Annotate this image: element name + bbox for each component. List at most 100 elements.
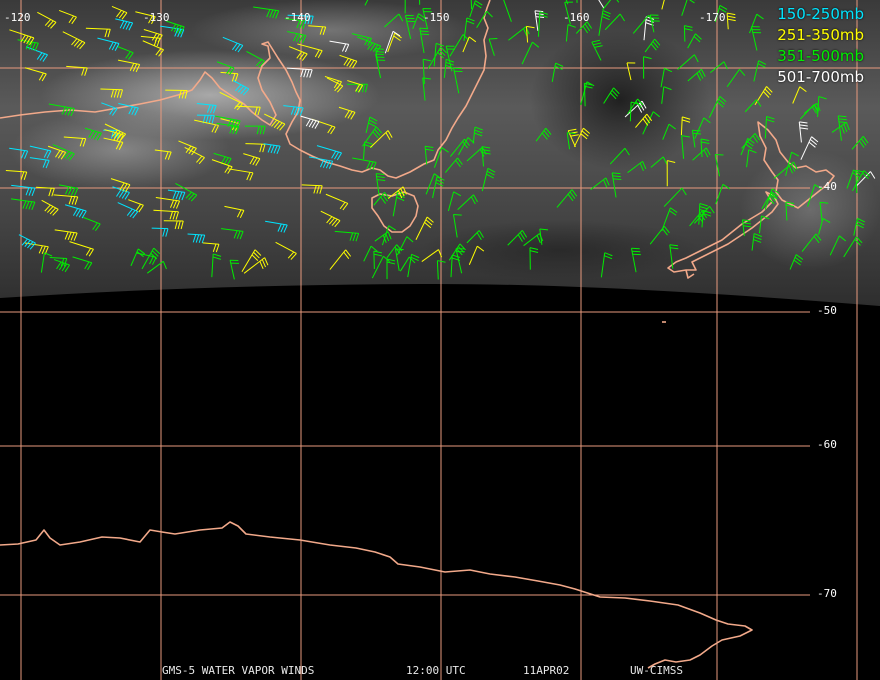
wind-barb	[415, 216, 434, 240]
wind-barb	[855, 169, 864, 194]
wind-barb	[308, 156, 334, 169]
wind-barb	[632, 14, 654, 34]
wind-barb	[264, 113, 286, 131]
wind-barb	[326, 77, 344, 93]
wind-barb	[598, 0, 605, 9]
wind-barb	[395, 248, 404, 271]
wind-barb	[365, 116, 378, 133]
wind-barb	[246, 50, 265, 68]
wind-barb	[764, 188, 780, 210]
wind-barb	[404, 0, 406, 14]
wind-barb	[798, 121, 809, 143]
wind-barb	[211, 159, 233, 174]
wind-barb	[387, 32, 402, 53]
wind-barb	[750, 26, 762, 51]
wind-barb	[751, 233, 762, 251]
wind-barb	[135, 11, 156, 25]
wind-barb	[329, 249, 352, 270]
wind-barb	[624, 100, 647, 118]
wind-barb	[661, 86, 672, 104]
wind-barb	[469, 0, 483, 18]
wind-barb	[166, 20, 185, 35]
lat-label: -70	[817, 587, 837, 600]
wind-barb	[338, 106, 356, 120]
wind-barb	[63, 136, 87, 147]
wind-barb	[529, 247, 539, 270]
wind-barb	[47, 145, 67, 160]
wind-barb	[228, 168, 254, 181]
wind-barb	[433, 147, 449, 168]
wind-barb	[404, 14, 416, 39]
wind-barb	[627, 98, 644, 115]
wind-barb	[241, 249, 262, 273]
wind-barb	[457, 194, 478, 210]
wind-barb	[463, 17, 475, 41]
wind-barb	[229, 259, 239, 280]
wind-barb	[419, 0, 421, 5]
wind-barb	[253, 6, 280, 19]
wind-barb	[422, 58, 432, 85]
wind-barb	[370, 130, 393, 148]
australia-coast	[0, 0, 491, 179]
wind-barb	[450, 254, 461, 278]
wind-barb	[661, 207, 678, 232]
wind-barb	[216, 61, 235, 76]
wind-barb	[669, 244, 679, 269]
wind-barb	[48, 103, 75, 117]
wind-barb	[575, 21, 593, 34]
wind-barb	[118, 103, 139, 116]
lon-label: -170	[699, 11, 726, 24]
wind-barb	[443, 58, 455, 78]
wind-barb	[666, 160, 676, 187]
wind-barb	[819, 201, 829, 222]
wind-barb	[851, 135, 869, 150]
wind-barb	[37, 11, 57, 29]
lat-label: -50	[817, 304, 837, 317]
wind-barb	[452, 213, 462, 238]
lon-label: -140	[284, 11, 311, 24]
legend-150-250: 150-250mb	[777, 5, 864, 23]
wind-barb	[18, 234, 36, 250]
wind-barb	[419, 27, 430, 54]
wind-barb	[300, 115, 320, 129]
wind-barb	[689, 210, 708, 227]
wind-barb	[447, 191, 462, 212]
wind-barb	[846, 169, 861, 189]
wind-barb	[681, 0, 696, 16]
wind-barb	[726, 69, 746, 88]
wind-barb	[215, 115, 241, 129]
antarctica-coast	[0, 521, 753, 669]
wind-barb	[117, 59, 141, 73]
wind-barb	[436, 260, 446, 280]
wind-barb	[466, 146, 487, 162]
wind-barb	[566, 132, 576, 150]
wind-barb	[785, 201, 795, 221]
wind-barb	[677, 54, 699, 70]
wind-barb	[222, 36, 244, 53]
wind-barb	[62, 31, 86, 50]
lon-label: -130	[143, 11, 170, 24]
wind-barb	[140, 35, 161, 47]
wind-barb	[329, 40, 350, 53]
wind-barb	[643, 56, 652, 79]
wind-barb	[424, 145, 434, 165]
wind-barb	[53, 259, 70, 273]
wind-barb	[194, 119, 219, 134]
wind-barb	[792, 86, 807, 104]
wind-barb	[53, 194, 79, 205]
wind-barb	[726, 12, 736, 30]
wind-barb	[635, 113, 653, 128]
wind-barb	[399, 256, 416, 272]
wind-barb	[347, 80, 364, 93]
wind-barb	[462, 36, 477, 53]
wind-barb	[286, 67, 313, 78]
wind-barb	[642, 111, 661, 135]
wind-barb	[287, 31, 307, 44]
legend-351-500: 351-500mb	[777, 47, 864, 65]
wind-barb	[433, 42, 445, 67]
wind-barb	[714, 154, 724, 177]
wind-barb	[598, 10, 611, 36]
wind-barb	[564, 1, 573, 25]
wind-barb	[565, 24, 576, 42]
wind-barb	[175, 183, 198, 202]
